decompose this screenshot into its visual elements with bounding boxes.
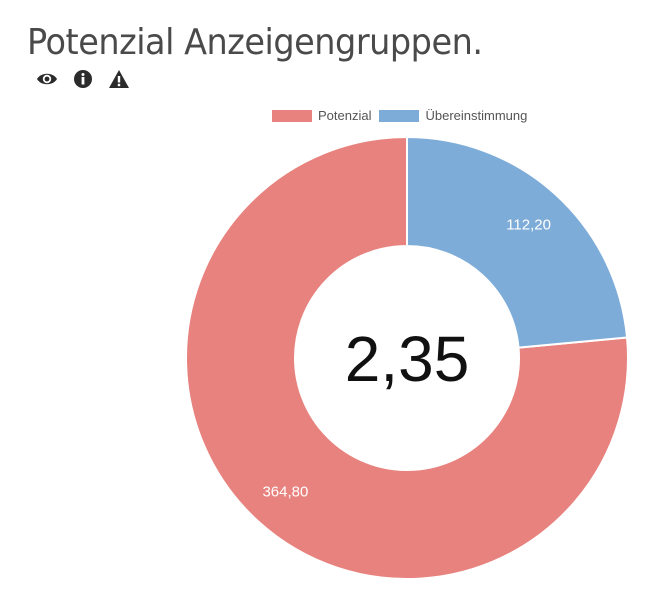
slice-potenzial[interactable] bbox=[185, 135, 629, 580]
legend-swatch-uebereinstimmung bbox=[379, 109, 420, 122]
chart-title: Potenzial Anzeigengruppen. bbox=[27, 22, 483, 63]
eye-icon[interactable] bbox=[36, 68, 58, 90]
toolbar-icons bbox=[36, 68, 130, 90]
chart-legend: Potenzial Übereinstimmung bbox=[272, 108, 535, 123]
legend-swatch-potenzial bbox=[272, 109, 312, 122]
center-value: 2,35 bbox=[345, 323, 470, 395]
info-icon[interactable] bbox=[72, 68, 94, 90]
legend-label-uebereinstimmung: Übereinstimmung bbox=[425, 108, 528, 123]
legend-item-uebereinstimmung[interactable]: Übereinstimmung bbox=[379, 108, 527, 123]
slice-label-uebereinstimmung: 112,20 bbox=[506, 217, 551, 234]
legend-item-potenzial[interactable]: Potenzial bbox=[272, 108, 371, 123]
legend-label-potenzial: Potenzial bbox=[318, 108, 372, 123]
warning-icon[interactable] bbox=[108, 68, 130, 90]
slice-label-potenzial: 364,80 bbox=[262, 483, 308, 500]
slice-uebereinstimmung[interactable] bbox=[406, 135, 629, 349]
